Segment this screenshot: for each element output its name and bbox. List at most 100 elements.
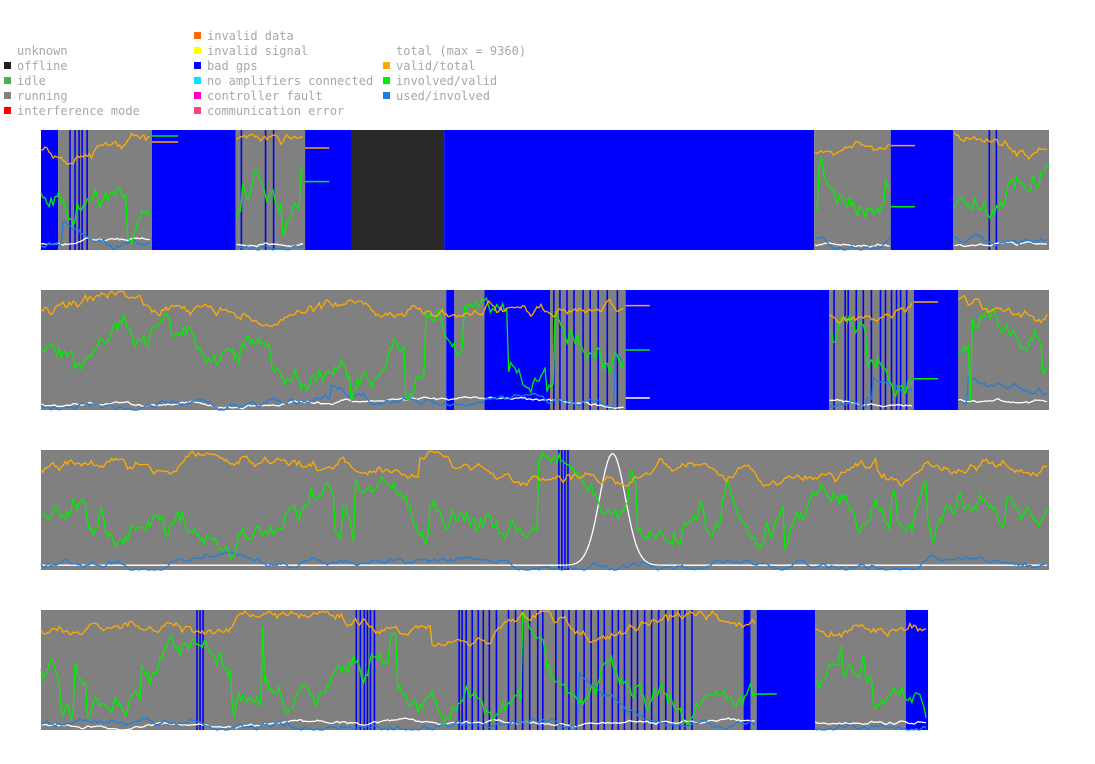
bad-gps-tick xyxy=(904,130,907,250)
legend-swatch-running xyxy=(4,92,11,99)
bad-gps-tick xyxy=(879,290,882,410)
bad-gps-tick xyxy=(606,290,609,410)
legend-swatch-bad-gps xyxy=(194,62,201,69)
bad-gps-tick xyxy=(199,610,201,730)
bad-gps-tick xyxy=(899,290,902,410)
bad-gps-tick xyxy=(482,610,485,730)
bad-gps-tick xyxy=(507,610,510,730)
bad-gps-tick xyxy=(566,290,568,410)
bad-gps-tick xyxy=(240,130,243,250)
bad-gps-tick xyxy=(520,290,523,410)
status-segment-bad-gps xyxy=(41,130,59,250)
legend-label: controller fault xyxy=(207,89,323,103)
series-line-used-involved xyxy=(40,551,1048,571)
bad-gps-tick xyxy=(901,130,904,250)
status-segment-offline xyxy=(351,130,445,250)
bad-gps-tick xyxy=(561,450,563,570)
legend-label: idle xyxy=(17,74,46,88)
bad-gps-tick xyxy=(617,610,620,730)
bad-gps-tick xyxy=(855,290,858,410)
bad-gps-tick xyxy=(487,290,490,410)
bad-gps-tick xyxy=(514,610,517,730)
bad-gps-tick xyxy=(567,450,569,570)
legend: unknown offline idle running interferenc… xyxy=(0,0,1095,125)
status-segment-running xyxy=(454,290,485,410)
bad-gps-tick xyxy=(603,610,606,730)
bad-gps-tick xyxy=(451,290,453,410)
bad-gps-tick xyxy=(355,610,358,730)
bad-gps-tick xyxy=(611,610,614,730)
bad-gps-tick xyxy=(461,610,463,730)
legend-swatch-offline xyxy=(4,62,11,69)
bad-gps-tick xyxy=(636,610,639,730)
bad-gps-tick xyxy=(895,290,898,410)
status-segment-bad-gps xyxy=(890,130,954,250)
bad-gps-tick xyxy=(575,610,577,730)
status-segment-bad-gps xyxy=(151,130,236,250)
series-line-involved-valid xyxy=(40,611,927,727)
bad-gps-tick xyxy=(366,610,369,730)
bad-gps-tick xyxy=(884,290,887,410)
legend-swatch-valid-total xyxy=(383,62,390,69)
bad-gps-tick xyxy=(528,610,531,730)
bad-gps-tick xyxy=(521,610,524,730)
bad-gps-tick xyxy=(369,610,372,730)
bad-gps-tick xyxy=(74,130,76,250)
series-line-valid-total xyxy=(40,450,1048,487)
status-segment-bad-gps xyxy=(305,130,352,250)
status-segment-bad-gps xyxy=(743,610,751,730)
bad-gps-tick xyxy=(495,610,498,730)
legend-swatch-idle xyxy=(4,77,11,84)
series-line-valid-total xyxy=(40,290,1048,327)
bad-gps-tick xyxy=(925,610,927,730)
legend-label: unknown xyxy=(17,44,68,58)
status-segment-bad-gps xyxy=(444,130,815,250)
bad-gps-tick xyxy=(995,130,998,250)
status-segment-bad-gps xyxy=(446,290,455,410)
legend-label: interference mode xyxy=(17,104,140,118)
bad-gps-tick xyxy=(196,610,198,730)
series-line-total xyxy=(40,237,1048,249)
series-line-total xyxy=(41,453,1047,566)
legend-swatch-invalid-signal xyxy=(194,47,201,54)
series-line-total xyxy=(40,717,927,731)
bad-gps-tick xyxy=(590,610,592,730)
legend-label: communication error xyxy=(207,104,345,118)
bad-gps-tick xyxy=(844,290,846,410)
bad-gps-tick xyxy=(78,130,80,250)
status-segment-running xyxy=(235,130,306,250)
bad-gps-tick xyxy=(458,610,460,730)
bad-gps-tick xyxy=(202,610,204,730)
legend-label: invalid signal xyxy=(207,44,309,58)
status-segment-running xyxy=(58,130,152,250)
bad-gps-tick xyxy=(643,610,646,730)
bad-gps-tick xyxy=(86,130,88,250)
bad-gps-tick xyxy=(465,610,467,730)
status-segment-bad-gps xyxy=(913,290,959,410)
series-line-valid-total xyxy=(40,609,927,647)
status-segment-running xyxy=(41,450,1049,570)
bad-gps-tick xyxy=(564,450,566,570)
bad-gps-tick xyxy=(514,290,517,410)
bad-gps-tick xyxy=(541,610,544,730)
bad-gps-tick xyxy=(862,290,865,410)
bad-gps-tick xyxy=(664,610,667,730)
bad-gps-tick xyxy=(833,290,835,410)
legend-label: total (max = 9360) xyxy=(396,44,527,58)
bad-gps-tick xyxy=(525,290,528,410)
series-line-valid-total xyxy=(40,132,1048,166)
status-segment-bad-gps xyxy=(625,290,830,410)
bad-gps-tick xyxy=(691,610,693,730)
bad-gps-tick xyxy=(616,290,619,410)
legend-swatch-used-involved xyxy=(383,92,390,99)
bad-gps-tick xyxy=(919,610,922,730)
bad-gps-tick xyxy=(568,610,570,730)
bad-gps-tick xyxy=(583,610,585,730)
legend-label: bad gps xyxy=(207,59,258,73)
bad-gps-tick xyxy=(504,290,507,410)
bad-gps-tick xyxy=(488,610,491,730)
legend-swatch-interference-mode xyxy=(4,107,11,114)
legend-swatch-involved-valid xyxy=(383,77,390,84)
bad-gps-tick xyxy=(264,130,267,250)
